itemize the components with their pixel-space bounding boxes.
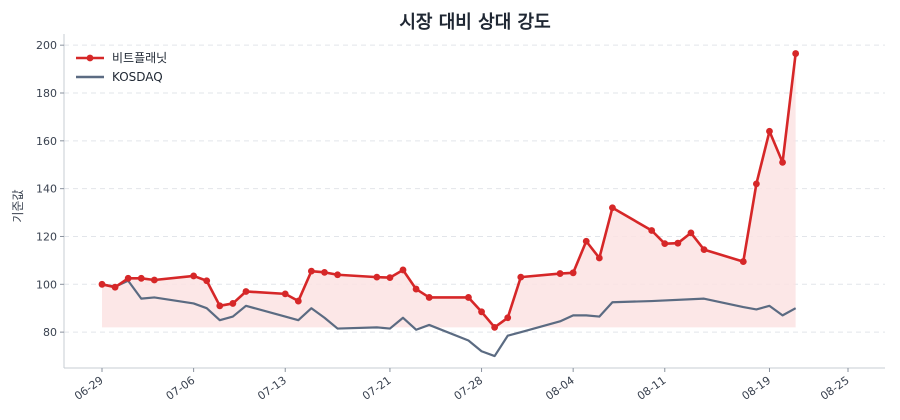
y-tick-label: 100	[36, 278, 57, 291]
y-tick-label: 140	[36, 183, 57, 196]
series-lines	[98, 50, 800, 358]
data-point	[674, 239, 682, 247]
data-point	[569, 269, 577, 277]
legend-marker	[86, 54, 94, 62]
y-tick-label: 200	[36, 39, 57, 52]
y-axis-label: 기준값	[11, 189, 25, 222]
data-point	[661, 240, 669, 248]
chart-title: 시장 대비 상대 강도	[399, 12, 550, 33]
data-point	[150, 276, 158, 284]
x-tick-labels: 06-29 07-06 07-13 07-21 07-28 08-04 08-11 08-19…	[72, 368, 852, 403]
x-tick-label: 07-13	[255, 374, 289, 403]
data-point	[321, 268, 328, 276]
x-tick-label: 07-06	[164, 374, 198, 403]
data-point	[412, 285, 420, 293]
legend-label: 비트플래닛	[112, 51, 167, 65]
x-tick-label: 08-11	[635, 374, 669, 403]
y-tick-label: 80	[43, 326, 57, 339]
data-point	[478, 308, 485, 316]
fill-between-area	[102, 53, 796, 328]
data-point	[334, 271, 341, 279]
data-point	[242, 288, 250, 295]
data-point	[399, 266, 407, 274]
data-point	[465, 294, 472, 301]
data-point	[373, 273, 381, 281]
data-point	[229, 300, 237, 307]
x-tick-label: 08-25	[818, 374, 852, 403]
data-point	[425, 294, 433, 301]
data-point	[700, 246, 708, 254]
x-tick-label: 08-19	[740, 374, 774, 403]
x-tick-label: 06-29	[72, 374, 106, 403]
legend: 비트플래닛 KOSDAQ	[76, 51, 167, 84]
data-point	[792, 50, 800, 57]
data-point	[556, 270, 564, 277]
x-tick-label: 07-28	[452, 374, 486, 403]
axes	[63, 34, 885, 369]
x-tick-label: 08-04	[543, 374, 577, 403]
area-fill	[102, 53, 796, 328]
data-point	[491, 323, 499, 331]
y-tick-labels: 80 100 120 140 160 180 200	[36, 39, 64, 339]
series-line	[101, 279, 797, 358]
data-point	[739, 258, 747, 265]
data-point	[124, 274, 132, 282]
data-point	[281, 290, 289, 298]
data-point	[766, 127, 773, 135]
data-point	[582, 237, 590, 245]
series-line	[101, 53, 797, 329]
data-point	[98, 280, 106, 288]
data-point	[294, 297, 302, 305]
data-point	[137, 274, 145, 282]
data-point	[752, 180, 760, 188]
data-point	[648, 227, 656, 234]
legend-label: KOSDAQ	[112, 70, 163, 84]
data-point	[216, 302, 224, 310]
data-point	[190, 272, 198, 280]
y-tick-label: 160	[36, 135, 57, 148]
series-비트플래닛	[98, 50, 800, 331]
data-point	[517, 273, 525, 281]
y-tick-label: 120	[36, 230, 57, 243]
data-point	[609, 204, 616, 212]
series-KOSDAQ	[101, 279, 797, 358]
y-tick-label: 180	[36, 87, 57, 100]
data-point	[111, 283, 119, 291]
data-point	[386, 274, 394, 282]
data-point	[308, 267, 315, 275]
data-point	[203, 277, 211, 285]
data-point	[595, 254, 603, 262]
x-tick-label: 07-21	[360, 374, 394, 403]
data-point	[687, 229, 695, 237]
data-point	[779, 158, 786, 166]
data-point	[504, 314, 512, 322]
